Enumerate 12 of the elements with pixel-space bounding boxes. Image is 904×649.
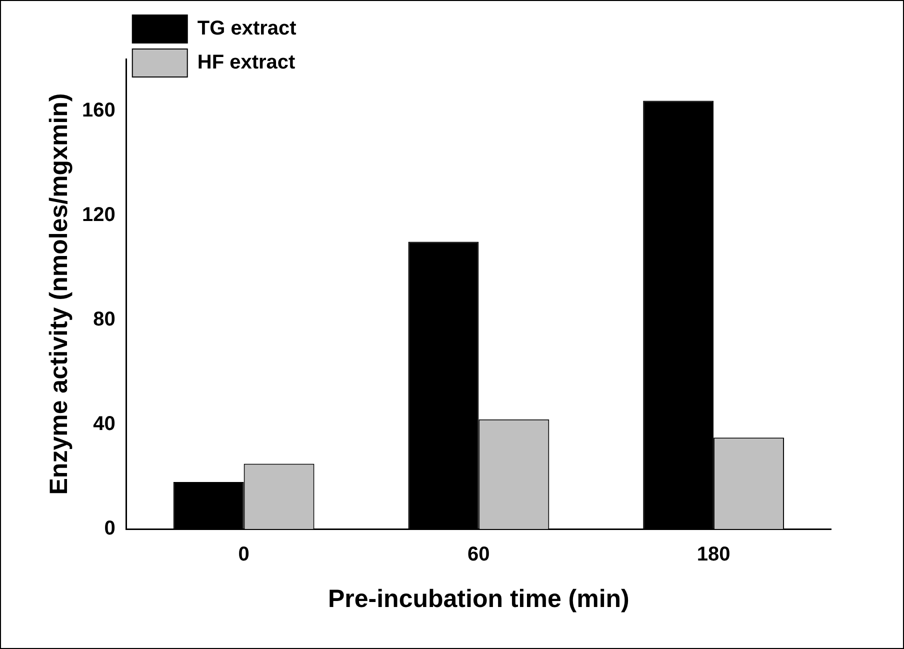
y-tick-label: 0	[104, 518, 116, 540]
y-tick-label: 80	[93, 308, 116, 331]
x-tick-label: 60	[468, 544, 490, 566]
x-tick-label: 180	[696, 544, 730, 566]
x-tick-label: 0	[238, 544, 250, 566]
y-tick-label: 160	[82, 100, 116, 122]
y-axis-title: Enzyme activity (nmoles/mgxmin)	[44, 93, 73, 495]
y-tick-label: 120	[82, 204, 116, 226]
y-tick-label: 40	[93, 413, 116, 436]
legend-label: TG extract	[197, 18, 297, 40]
legend-label: HF extract	[197, 52, 296, 74]
x-axis-title: Pre-incubation time (min)	[328, 584, 630, 613]
